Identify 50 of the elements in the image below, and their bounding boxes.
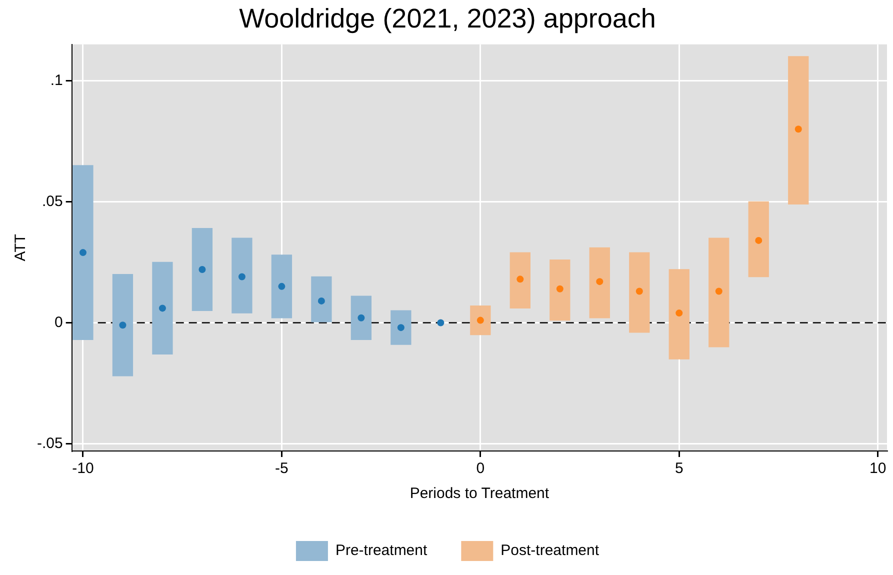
point [238,273,246,280]
legend-label: Pre-treatment [335,542,428,560]
legend-label: Post-treatment [500,542,600,560]
bar [72,165,94,340]
y-tick-label: -.05 [36,434,63,452]
point [358,314,365,322]
bar [788,56,809,204]
point [715,288,722,295]
point [755,236,762,244]
bar [668,269,690,360]
point [596,278,604,286]
bar [192,228,213,311]
point [516,276,524,283]
bar [510,252,530,309]
point [437,319,444,326]
bar [311,276,332,322]
bar [708,238,730,348]
point [79,249,86,256]
bar [589,247,610,318]
x-tick-label: 10 [870,460,886,478]
point [318,297,325,304]
x-tick-label: -10 [72,460,94,478]
bar [350,296,372,340]
point [397,324,404,332]
y-tick-label: 0 [54,314,63,331]
point [794,126,802,133]
y-tick-label: .05 [42,192,63,210]
point [556,285,564,292]
point [198,266,206,273]
y-axis-title: ATT [12,234,30,262]
x-tick-label: 0 [476,460,485,478]
bar [232,238,252,314]
bar [112,274,134,376]
x-tick-label: 5 [674,460,684,478]
bar [152,262,173,355]
point [158,304,166,312]
x-axis-title: Periods to Treatment [410,485,550,502]
point [676,310,683,317]
point [636,288,643,295]
point [119,322,126,329]
bar [550,259,570,321]
bar [390,310,412,345]
bar [629,252,650,333]
y-tick-label: .1 [50,72,63,89]
point [278,282,286,290]
bar [748,201,769,278]
bar [470,305,491,336]
bar [271,254,292,318]
x-tick-label: -5 [275,460,288,478]
chart-title: Wooldridge (2021, 2023) approach [239,4,656,34]
